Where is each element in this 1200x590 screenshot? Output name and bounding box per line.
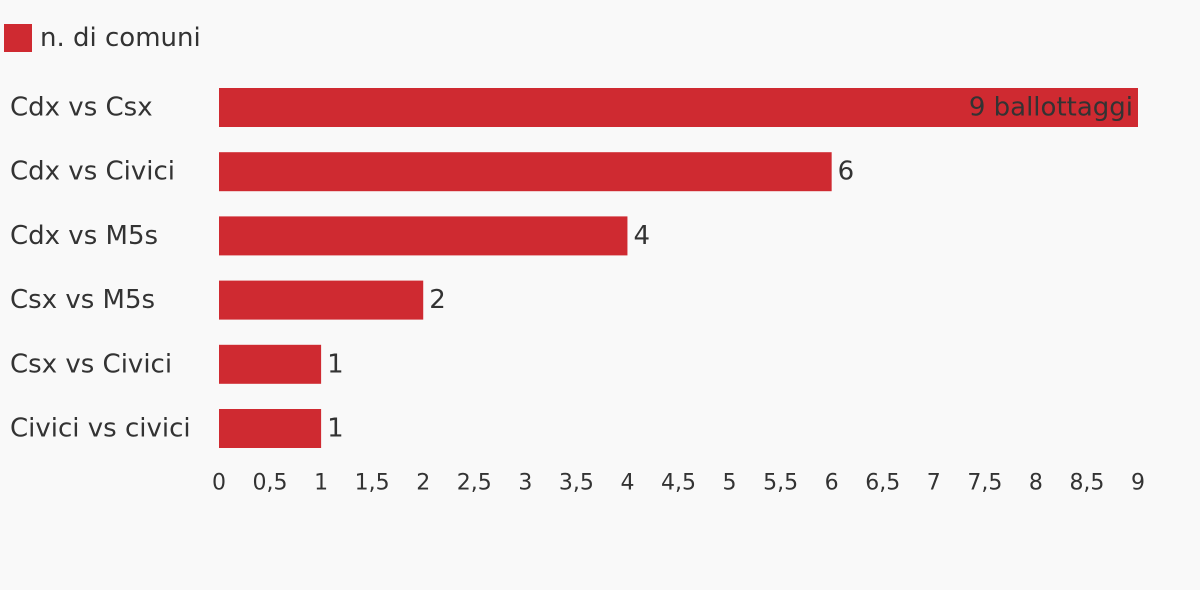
bar-1 xyxy=(219,152,832,192)
x-tick-label: 8,5 xyxy=(1069,471,1104,496)
x-tick-label: 3,5 xyxy=(559,471,594,496)
category-label: Cdx vs Csx xyxy=(10,93,153,123)
bars-group xyxy=(219,88,1138,448)
bar-0 xyxy=(219,88,1138,127)
x-tick-label: 0 xyxy=(212,471,226,496)
x-tick-label: 1,5 xyxy=(355,471,390,496)
x-tick-label: 8 xyxy=(1029,471,1043,496)
category-labels: Cdx vs Csx Cdx vs Civici Cdx vs M5s Csx vs … xyxy=(10,93,191,444)
legend-label: n. di comuni xyxy=(40,23,201,53)
x-tick-label: 6,5 xyxy=(865,471,900,496)
data-label: 4 xyxy=(633,221,650,251)
chart-legend: n. di comuni xyxy=(4,24,201,52)
data-label: 6 xyxy=(838,157,855,187)
x-tick-label: 3 xyxy=(518,471,532,496)
data-label: 1 xyxy=(327,349,344,379)
category-label: Civici vs civici xyxy=(10,414,191,444)
bar-2 xyxy=(219,216,628,256)
data-label: 9 ballottaggi xyxy=(969,93,1133,123)
x-tick-label: 0,5 xyxy=(253,471,288,496)
bar-3 xyxy=(219,280,424,320)
category-label: Csx vs M5s xyxy=(10,285,155,315)
x-tick-label: 5 xyxy=(723,471,737,496)
data-labels: 9 ballottaggi 6 4 2 1 1 xyxy=(327,93,1133,444)
x-axis-tick-labels: 0 0,5 1 1,5 2 2,5 3 3,5 4 4,5 5 5,5 6 6,5 7 7,5 8 8,5 9 xyxy=(212,471,1145,496)
category-label: Cdx vs Civici xyxy=(10,157,175,187)
bar-4 xyxy=(219,344,322,384)
data-label: 1 xyxy=(327,414,344,444)
legend-swatch xyxy=(4,24,32,52)
category-label: Cdx vs M5s xyxy=(10,221,158,251)
x-tick-label: 9 xyxy=(1131,471,1145,496)
x-tick-label: 7 xyxy=(927,471,941,496)
x-tick-label: 5,5 xyxy=(763,471,798,496)
x-tick-label: 7,5 xyxy=(967,471,1002,496)
x-tick-label: 6 xyxy=(825,471,839,496)
bar-5 xyxy=(219,409,322,448)
x-tick-label: 1 xyxy=(314,471,328,496)
x-tick-label: 2 xyxy=(416,471,430,496)
x-tick-label: 4,5 xyxy=(661,471,696,496)
x-tick-label: 4 xyxy=(620,471,634,496)
category-label: Csx vs Civici xyxy=(10,349,172,379)
data-label: 2 xyxy=(429,285,446,315)
x-tick-label: 2,5 xyxy=(457,471,492,496)
